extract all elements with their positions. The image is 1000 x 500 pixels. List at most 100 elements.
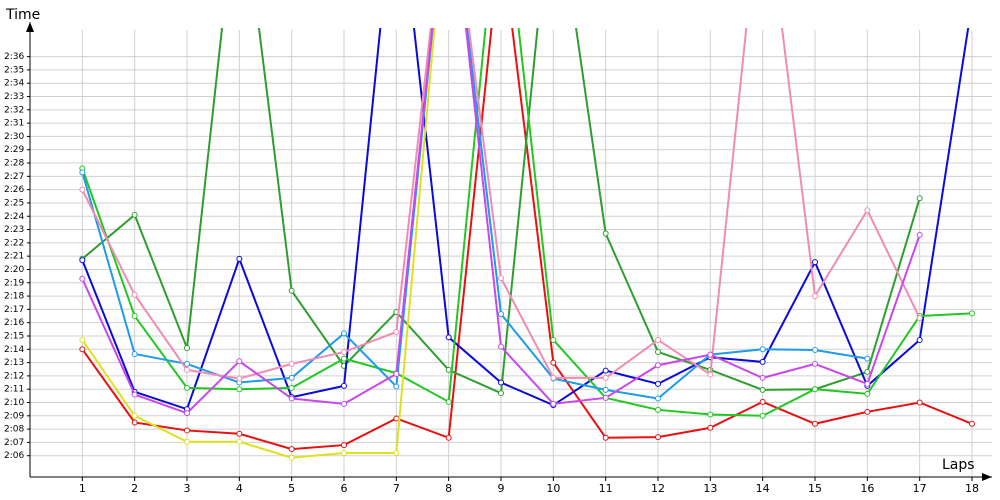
grid: [27, 30, 992, 481]
point: [970, 1, 975, 6]
x-tick-label: 7: [393, 482, 400, 495]
point: [184, 438, 190, 445]
point: [498, 379, 504, 386]
point: [288, 360, 295, 367]
point: [550, 336, 557, 343]
point: [602, 434, 609, 441]
series-line: [81, 28, 973, 417]
x-tick-label: 8: [445, 482, 452, 495]
x-tick-label: 13: [703, 482, 717, 495]
point: [655, 395, 661, 402]
point: [288, 384, 295, 391]
x-tick-label: 1: [79, 482, 86, 495]
point: [916, 336, 923, 343]
y-tick-label: 2:21: [4, 252, 24, 262]
y-tick-label: 2:17: [4, 305, 24, 315]
y-tick-label: 2:24: [4, 212, 24, 222]
y-tick-label: 2:35: [4, 65, 24, 75]
y-tick-label: 2:12: [4, 371, 24, 381]
point: [445, 366, 452, 373]
point: [79, 346, 86, 353]
x-tick-label: 6: [341, 482, 348, 495]
point: [184, 360, 190, 367]
point: [602, 394, 609, 401]
y-tick-label: 2:06: [4, 451, 24, 461]
point: [550, 359, 557, 366]
x-tick-label: 4: [236, 482, 243, 495]
point: [916, 399, 923, 406]
point: [288, 446, 295, 453]
y-tick-label: 2:18: [4, 292, 24, 302]
x-tick-label: 9: [498, 482, 505, 495]
point: [341, 355, 347, 362]
point: [79, 257, 86, 264]
point: [655, 348, 661, 355]
point: [393, 370, 400, 377]
point: [759, 358, 766, 365]
y-tick-label: 2:29: [4, 145, 24, 155]
point: [707, 424, 714, 431]
point: [236, 375, 243, 382]
y-tick-label: 2:15: [4, 331, 24, 341]
x-tick-label: 18: [965, 482, 979, 495]
point: [812, 360, 818, 367]
x-axis-title: Laps: [942, 457, 975, 473]
y-tick-label: 2:36: [4, 52, 24, 62]
point: [498, 390, 504, 397]
point: [916, 195, 923, 202]
point: [236, 438, 243, 445]
point: [288, 454, 295, 461]
x-tick-label: 11: [599, 482, 613, 495]
x-tick-label: 2: [131, 482, 138, 495]
y-tick-label: 2:33: [4, 92, 24, 102]
point: [288, 395, 295, 402]
series-line: [81, 28, 973, 451]
point: [445, 398, 452, 405]
y-tick-label: 2:23: [4, 225, 24, 235]
y-tick-label: 2:09: [4, 411, 24, 421]
point: [759, 386, 766, 393]
point: [131, 313, 138, 320]
point: [969, 310, 975, 317]
series-line: [81, 28, 436, 459]
point: [498, 311, 504, 318]
y-tick-label: 2:07: [4, 438, 24, 448]
point: [602, 230, 609, 237]
point: [131, 211, 138, 218]
point: [655, 380, 661, 387]
point: [341, 382, 347, 389]
point: [550, 400, 557, 407]
point: [498, 275, 504, 282]
point: [655, 406, 661, 413]
point: [184, 344, 190, 351]
point: [916, 315, 923, 322]
x-tick-label: 12: [651, 482, 665, 495]
point: [916, 231, 923, 238]
y-axis-arrow: [26, 22, 34, 32]
point: [184, 384, 190, 391]
x-tick-label: 5: [288, 482, 295, 495]
point: [131, 291, 138, 298]
point: [498, 343, 504, 350]
y-tick-label: 2:31: [4, 119, 24, 129]
y-tick-label: 2:10: [4, 398, 24, 408]
y-tick-label: 2:27: [4, 172, 24, 182]
point: [759, 374, 766, 381]
point: [445, 434, 452, 441]
point: [79, 275, 86, 282]
point: [341, 348, 347, 355]
point: [969, 420, 975, 427]
point: [812, 293, 818, 300]
point: [707, 351, 714, 358]
y-tick-label: 2:08: [4, 425, 24, 435]
point: [341, 400, 347, 407]
x-axis-arrow: [982, 473, 992, 481]
y-tick-label: 2:32: [4, 105, 24, 115]
point: [707, 411, 714, 418]
point: [184, 427, 190, 434]
point: [393, 328, 400, 335]
y-tick-label: 2:16: [4, 318, 24, 328]
point: [393, 415, 400, 422]
y-tick-label: 2:25: [4, 198, 24, 208]
